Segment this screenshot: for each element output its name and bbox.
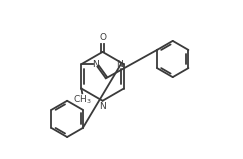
Text: N: N	[116, 60, 122, 69]
Text: N: N	[99, 102, 106, 111]
Text: O: O	[99, 33, 106, 42]
Text: CH$_3$: CH$_3$	[73, 94, 92, 106]
Text: N: N	[92, 60, 99, 69]
